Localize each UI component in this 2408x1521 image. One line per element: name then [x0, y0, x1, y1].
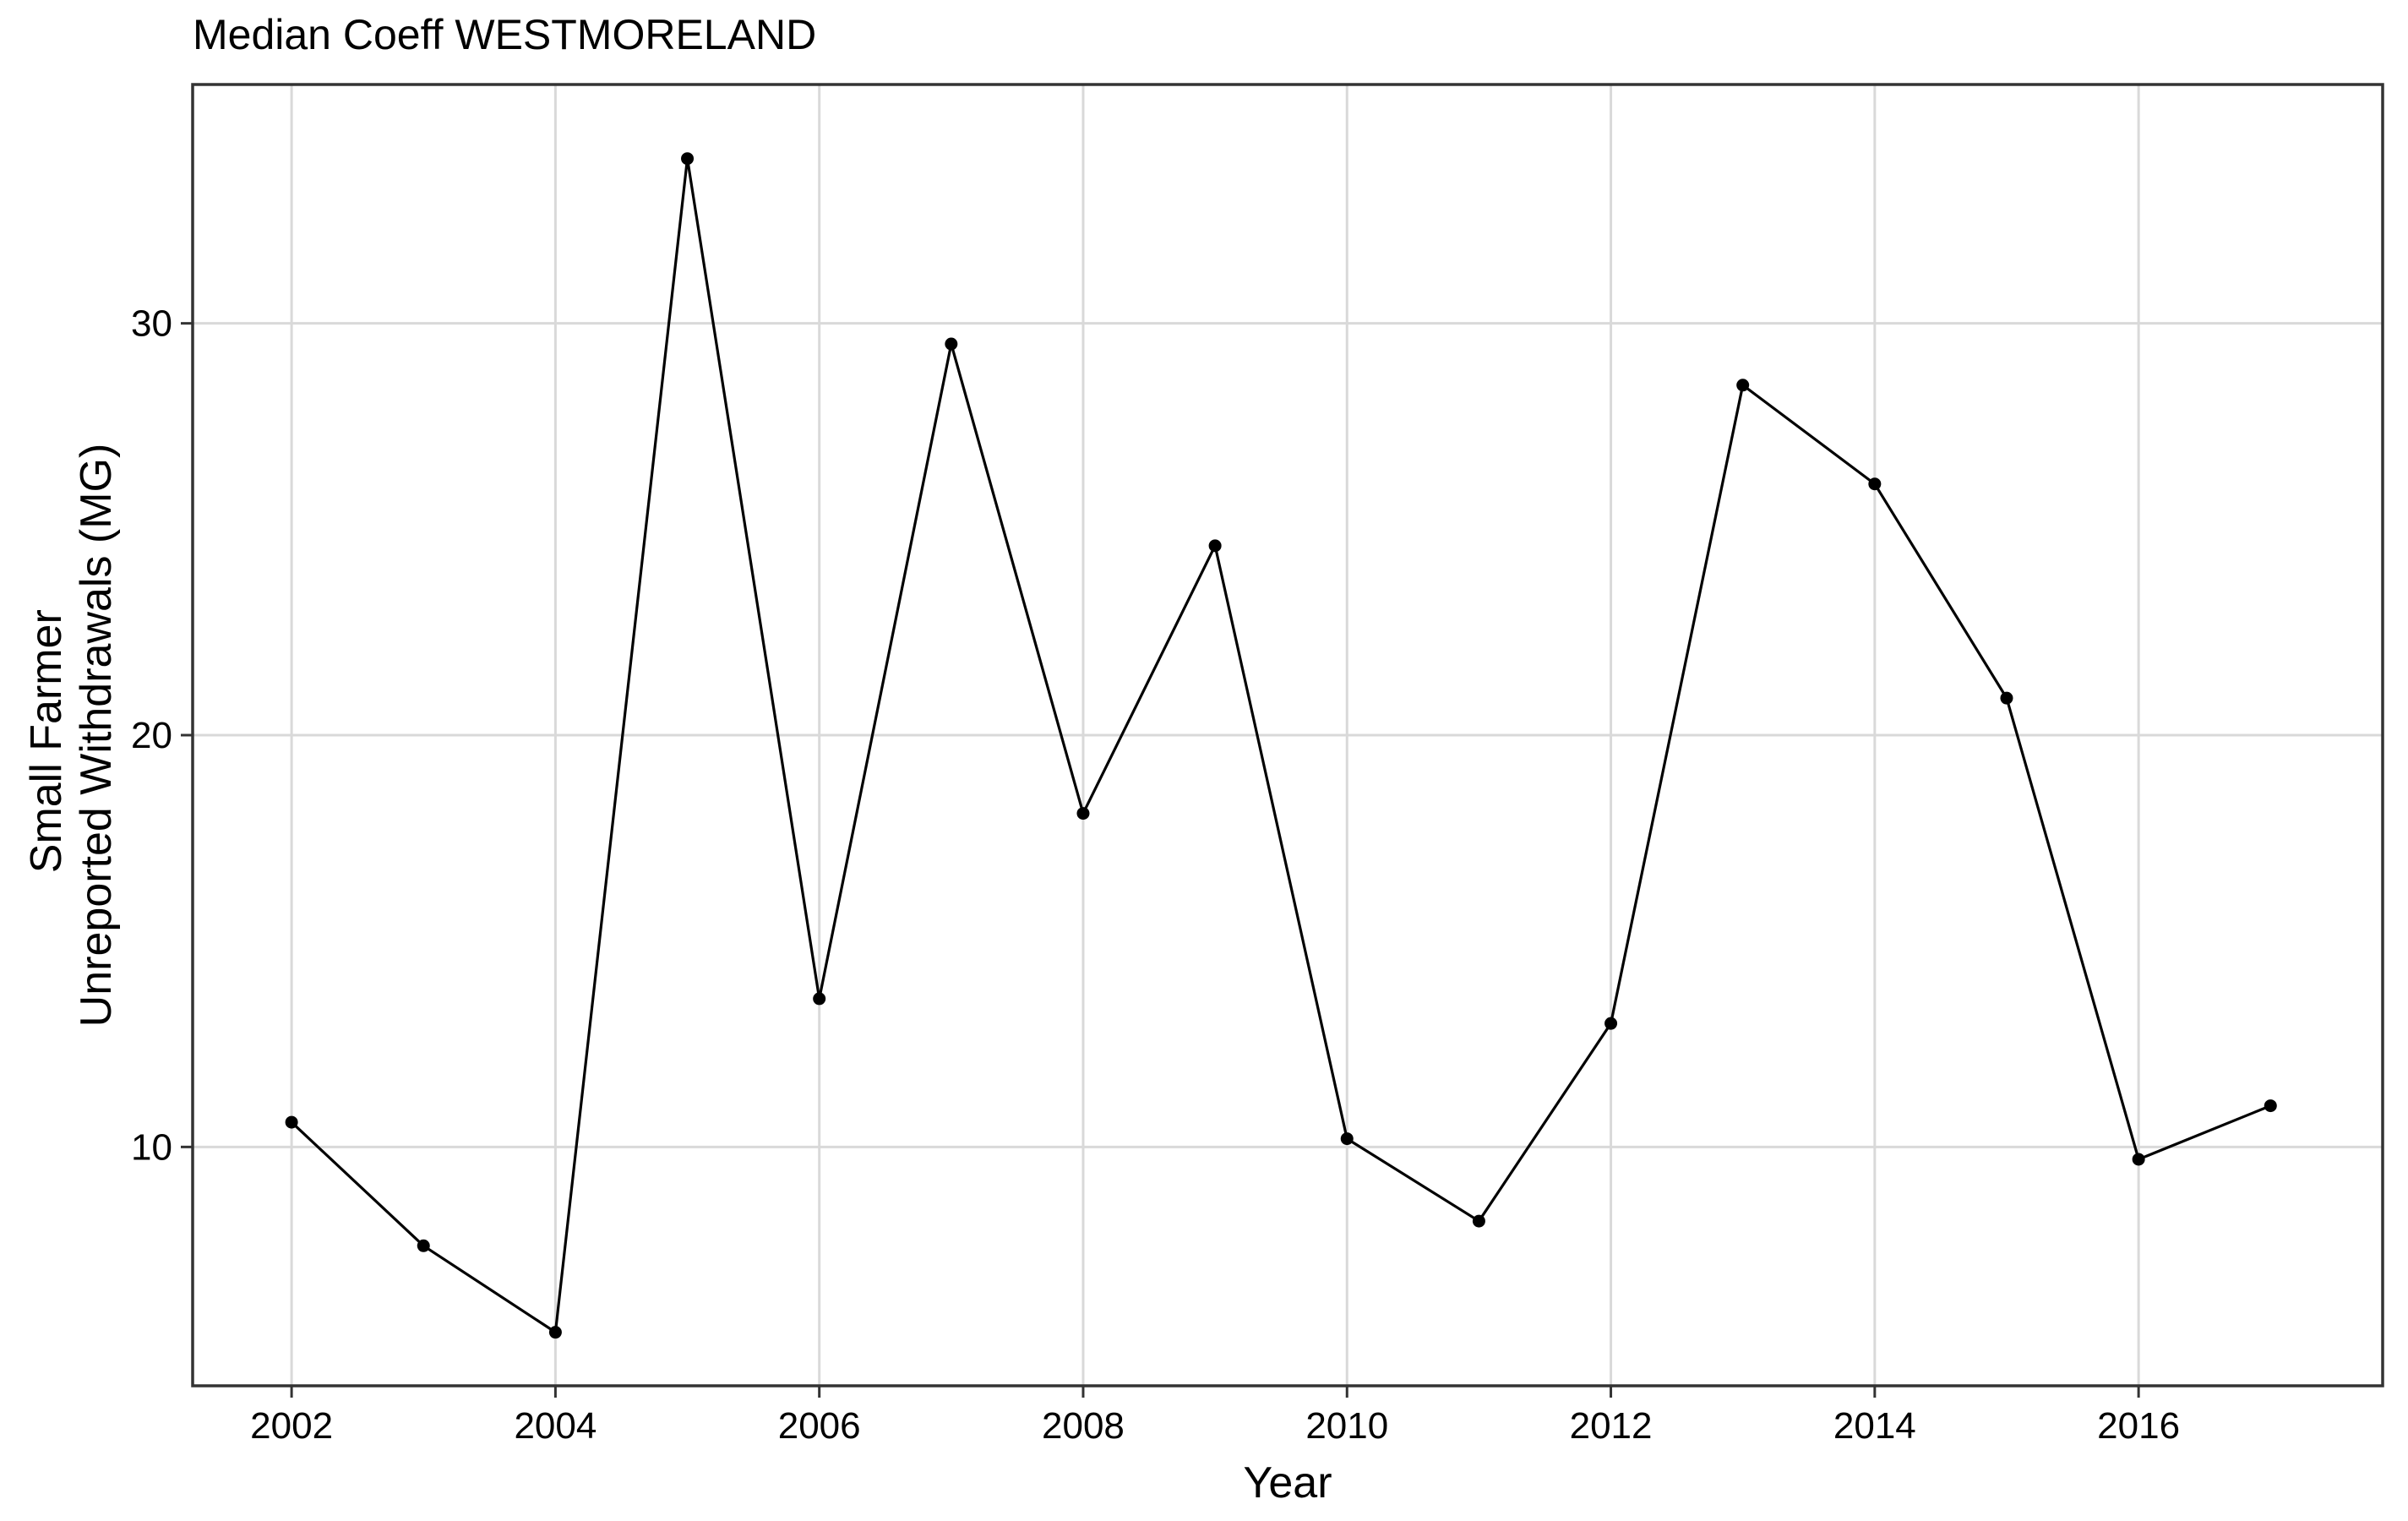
data-point-2005 [681, 152, 695, 166]
data-point-2014 [1868, 477, 1882, 491]
data-point-2011 [1472, 1214, 1485, 1228]
data-point-2004 [548, 1326, 562, 1339]
x-tick-label: 2008 [1042, 1405, 1125, 1447]
x-tick-label: 2010 [1305, 1405, 1388, 1447]
data-point-2006 [813, 992, 826, 1006]
data-series [285, 152, 2277, 1339]
x-axis-title: Year [1243, 1458, 1332, 1507]
y-axis-title-line-2: Unreported Withdrawals (MG) [72, 444, 121, 1028]
y-tick-label: 30 [131, 303, 172, 345]
data-point-2007 [945, 337, 958, 351]
y-tick-label: 20 [131, 715, 172, 756]
data-point-2017 [2264, 1099, 2277, 1113]
data-point-2003 [417, 1239, 430, 1252]
y-axis-title-line-1: Small Farmer [22, 609, 71, 873]
x-tick-label: 2002 [250, 1405, 333, 1447]
data-point-2002 [285, 1115, 298, 1129]
series-line [291, 157, 2271, 1334]
y-axis-title: Small Farmer Unreported Withdrawals (MG) [22, 444, 121, 1028]
y-axis: 10 20 30 [131, 303, 193, 1168]
data-point-2013 [1736, 379, 1750, 392]
x-tick-label: 2006 [778, 1405, 861, 1447]
data-point-2015 [2000, 691, 2013, 705]
x-tick-label: 2016 [2097, 1405, 2180, 1447]
data-point-2009 [1208, 539, 1222, 553]
grid [193, 84, 2383, 1386]
data-point-2016 [2132, 1153, 2145, 1166]
y-tick-label: 10 [131, 1126, 172, 1168]
data-point-2008 [1076, 807, 1090, 820]
chart-title: Median Coeff WESTMORELAND [193, 11, 816, 58]
x-tick-label: 2012 [1570, 1405, 1653, 1447]
data-point-2012 [1604, 1017, 1618, 1030]
x-tick-label: 2004 [514, 1405, 597, 1447]
x-axis: 2002 2004 2006 2008 2010 2012 2014 2016 [250, 1386, 2180, 1447]
data-point-2010 [1340, 1132, 1354, 1146]
x-tick-label: 2014 [1833, 1405, 1916, 1447]
